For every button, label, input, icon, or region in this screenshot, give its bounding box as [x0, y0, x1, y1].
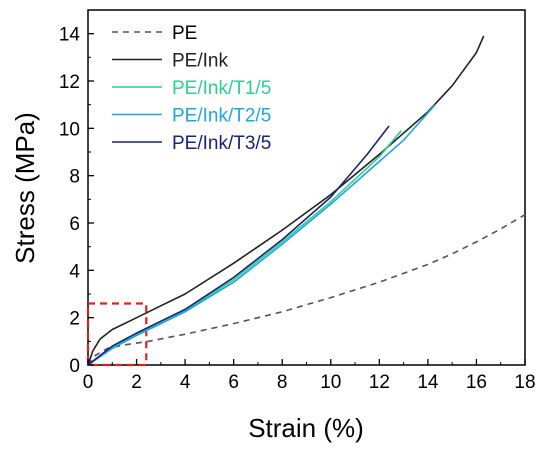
y-tick-label: 14	[59, 25, 81, 46]
x-tick-label: 12	[369, 372, 390, 393]
y-tick-label: 0	[69, 356, 80, 377]
x-tick-label: 8	[277, 372, 288, 393]
series-line-pe	[87, 214, 526, 366]
highlight-box	[86, 302, 148, 367]
legend-label-pe-ink: PE/Ink	[172, 51, 228, 72]
x-tick-label: 4	[180, 372, 191, 393]
plot-area-frame	[87, 9, 526, 366]
x-tick-label: 6	[228, 372, 239, 393]
x-tick-label: 14	[417, 372, 439, 393]
legend-label-pe-ink-t1-5: PE/Ink/T1/5	[172, 78, 271, 99]
legend-label-pe-ink-t2-5: PE/Ink/T2/5	[172, 106, 271, 127]
annotations-layer	[86, 302, 148, 367]
y-tick-label: 2	[69, 309, 80, 330]
series-line-pe-ink-t3-5	[87, 125, 390, 366]
y-tick-label: 12	[59, 72, 80, 93]
legend: PE PE/Ink PE/Ink/T1/5 PE/Ink/T2/5 PE/Ink/T3/…	[112, 23, 271, 154]
y-tick-label: 10	[59, 119, 80, 140]
series-line-pe-ink	[87, 35, 485, 366]
x-axis-ticks: 0 2 4 6 8 10 12 14 16 18	[83, 359, 536, 393]
y-tick-label: 6	[69, 214, 80, 235]
y-tick-label: 8	[69, 167, 80, 188]
legend-label-pe: PE	[172, 23, 197, 44]
x-axis-title: Strain (%)	[248, 413, 364, 443]
y-tick-label: 4	[69, 261, 80, 282]
y-axis-ticks: 0 2 4 6 8 10 12 14	[59, 25, 94, 377]
series-layer	[87, 35, 526, 366]
x-tick-label: 18	[514, 372, 535, 393]
series-line-pe-ink-t1-5	[87, 130, 402, 366]
legend-label-pe-ink-t3-5: PE/Ink/T3/5	[172, 133, 271, 154]
x-tick-label: 10	[320, 372, 341, 393]
series-line-pe-ink-t2-5	[87, 104, 436, 366]
x-tick-label: 16	[466, 372, 487, 393]
x-tick-label: 0	[83, 372, 94, 393]
y-axis-title: Stress (MPa)	[10, 112, 40, 264]
x-tick-label: 2	[131, 372, 142, 393]
